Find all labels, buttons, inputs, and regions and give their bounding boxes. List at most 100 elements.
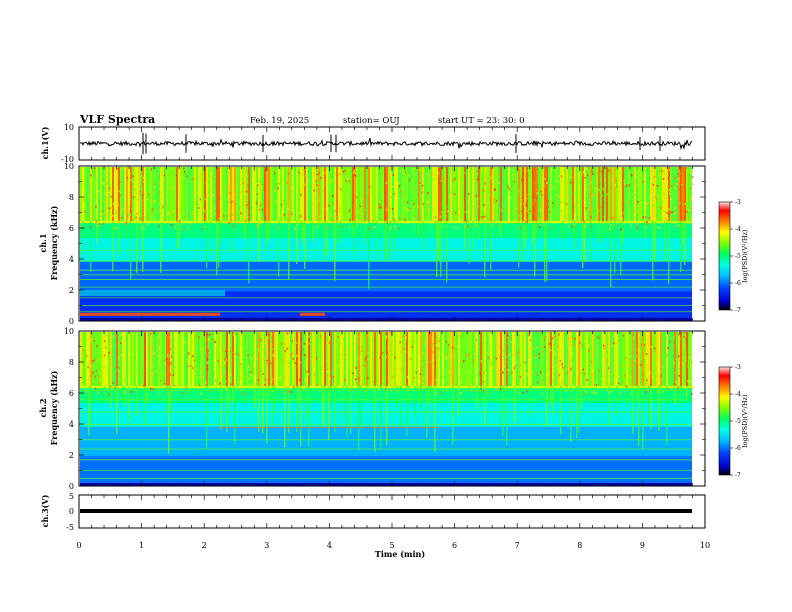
spec-speckle [146,198,148,200]
spec-speckle [84,211,86,213]
spec-speckle [435,382,438,384]
spec-streak [428,167,430,221]
spec-streak [92,167,94,221]
spec-speckle [256,376,259,379]
spec-speckle [566,338,569,341]
spec-speckle [596,336,599,339]
spec-speckle [117,204,120,207]
spec-speckle [554,377,557,380]
spec-speckle [466,373,468,376]
spec-streak [476,332,478,386]
spec-speckle [475,390,477,392]
spec-streak [198,167,200,221]
spec-speckle [400,351,402,354]
spec-speckle [444,385,447,388]
spec-streak [146,385,148,404]
spec-streak [546,385,548,427]
spec-speckle [343,338,345,341]
spec-streak [318,167,320,221]
spec-speckle [194,334,197,337]
spec-streak [414,385,416,419]
spec-speckle [205,182,207,185]
spec-streak [278,220,280,277]
spec-speckle [233,177,236,180]
spec-speckle [154,332,157,335]
spec-speckle [272,354,274,357]
spec-streak [266,332,268,386]
spec-speckle [435,172,438,175]
spec-streak [468,332,470,386]
spec-speckle [252,209,254,212]
spec-speckle [652,183,655,186]
spec-streak [132,332,134,386]
spec-streak [346,385,348,438]
spec-streak [412,332,414,386]
spec-streak [178,332,180,386]
spec-speckle [167,186,170,189]
spec-speckle [252,180,254,183]
spec-speckle [239,363,241,366]
colorbar-tick-label: -3 [735,199,741,206]
spec-speckle [480,388,482,391]
spec-streak [248,220,250,284]
station-label: station= OUJ [343,116,400,126]
spec-speckle [116,368,119,371]
spec-speckle [130,179,132,182]
spec-speckle [364,209,367,212]
spec-speckle [82,209,85,212]
spec-speckle [185,392,187,395]
spec-streak [186,167,188,221]
spec-streak [678,220,680,239]
spec-streak [610,220,612,288]
spec-speckle [573,223,576,226]
spec-streak [262,385,264,434]
spec-speckle [83,198,85,201]
spec-speckle [156,349,158,352]
spec-streak [220,385,222,430]
spec-streak [502,332,504,386]
spec-speckle [528,334,530,337]
spec-speckle [199,198,202,201]
spec-speckle [617,385,620,388]
spec-speckle [394,212,396,215]
spec-speckle [422,377,425,379]
spec-streak [616,332,618,386]
spec-speckle [658,383,661,386]
spec-streak [542,332,544,386]
spec-streak [570,332,572,386]
spec-speckle [421,210,423,212]
spec-speckle [240,343,243,346]
spec-band [80,267,692,271]
spec-speckle [368,333,370,335]
spec-streak [258,220,260,262]
spec-speckle [659,227,661,230]
spec-speckle [159,369,161,372]
spec-speckle [303,345,305,348]
spec-streak [568,332,570,386]
spec-speckle [691,176,694,179]
spec-streak [396,385,398,409]
spec-speckle [483,342,485,345]
spec-speckle [109,385,112,388]
spec-speckle [551,337,554,340]
spec-speckle [314,208,317,211]
spec-speckle [477,170,479,173]
spec-speckle [539,190,542,193]
spec-streak [186,332,188,386]
spec-speckle [553,351,555,354]
spec-speckle [400,194,403,197]
spec-streak [430,385,432,401]
spec-speckle [393,367,396,369]
spec-streak [548,332,550,386]
spec-streak [304,167,306,221]
spec-speckle [671,185,673,188]
spec-speckle [583,372,586,375]
spec-streak [528,332,530,386]
spec-speckle [613,342,615,345]
spec-streak [308,385,310,447]
spec-streak [300,220,302,240]
spec-speckle [352,372,354,375]
spec-speckle [171,202,173,205]
spec-speckle [253,376,256,379]
